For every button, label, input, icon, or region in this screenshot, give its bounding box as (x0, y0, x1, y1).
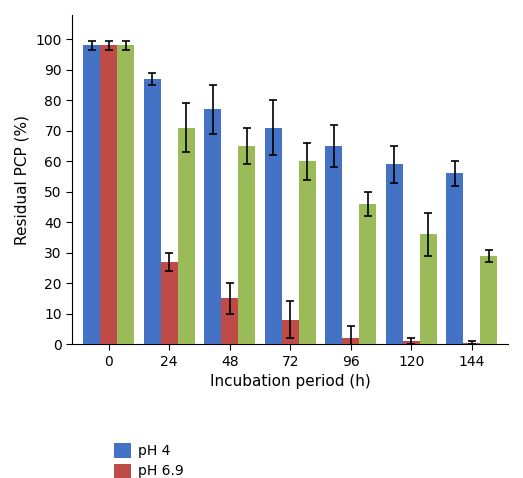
Bar (282, 320, 299, 344)
Bar (161, 262, 178, 344)
Bar (265, 128, 282, 344)
Bar (204, 109, 221, 344)
Bar (100, 45, 117, 344)
Bar (386, 164, 403, 344)
Bar (463, 343, 480, 344)
Bar (403, 341, 419, 344)
Bar (419, 234, 437, 344)
Bar (342, 338, 359, 344)
Y-axis label: Residual PCP (%): Residual PCP (%) (15, 115, 30, 245)
Bar (325, 146, 342, 344)
Legend: pH 4, pH 6.9, pH 9: pH 4, pH 6.9, pH 9 (114, 443, 184, 478)
Bar (83, 45, 100, 344)
Bar (178, 128, 195, 344)
Bar (446, 174, 463, 344)
Bar (359, 204, 376, 344)
Bar (299, 161, 315, 344)
Bar (221, 298, 238, 344)
Bar (117, 45, 134, 344)
X-axis label: Incubation period (h): Incubation period (h) (210, 374, 371, 389)
Bar (144, 79, 161, 344)
Bar (238, 146, 255, 344)
Bar (480, 256, 497, 344)
